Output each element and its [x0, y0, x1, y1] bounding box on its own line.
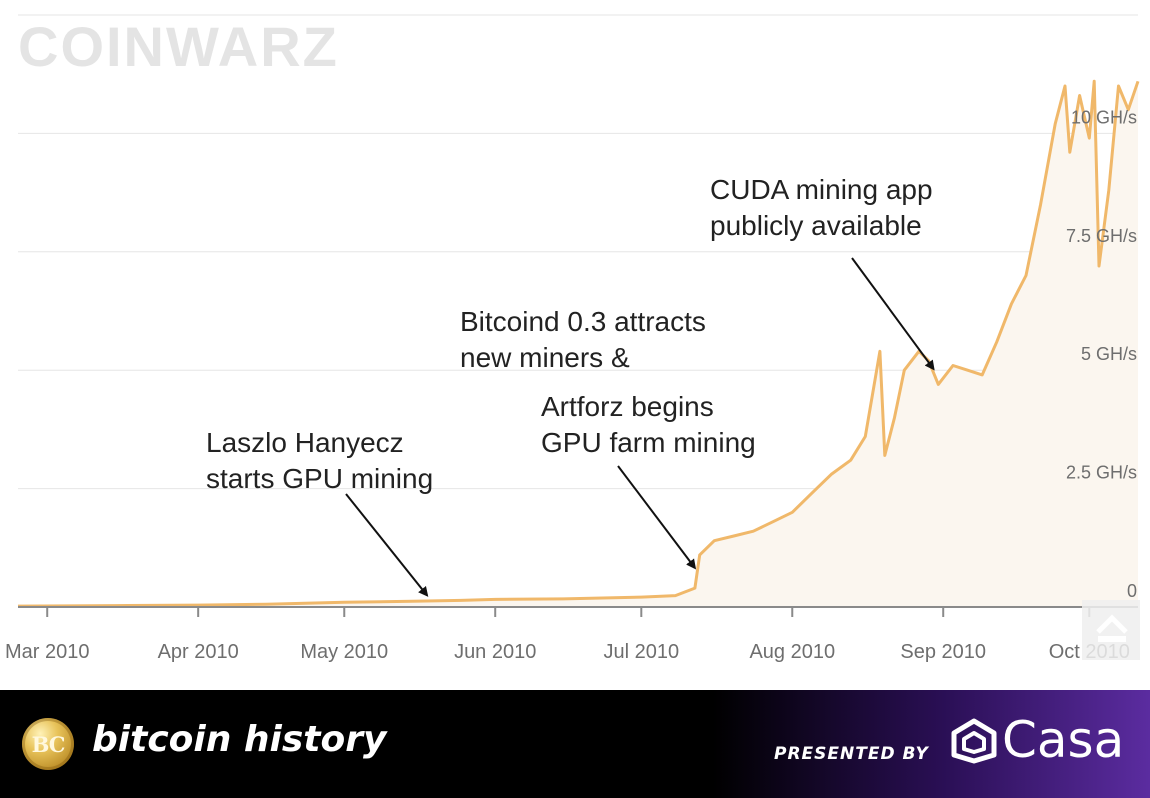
x-tick-label: Jul 2010 [603, 641, 679, 663]
y-tick-label: 10 GH/s [1071, 107, 1137, 127]
casa-logo-icon [951, 718, 997, 764]
chart-svg: COINWARZ 02.5 GH/s5 GH/s7.5 GH/s10 GH/s … [5, 14, 1140, 663]
series-line [17, 79, 1140, 608]
x-axis [18, 606, 1138, 617]
x-tick-label: Mar 2010 [5, 641, 90, 663]
footer-banner: BC bitcoin history PRESENTED BY Casa [0, 690, 1150, 798]
y-axis-labels: 0 2.5 GH/s 5 GH/s 7.5 GH/s 10 GH/s [1066, 107, 1137, 601]
series-line-group [17, 79, 1140, 608]
annotation-text: Artforz begins GPU farm mining [541, 391, 756, 458]
y-tick-label: 7.5 GH/s [1066, 226, 1137, 246]
annotation-text: CUDA mining app publicly available [710, 174, 933, 241]
annotation-text: Laszlo Hanyecz starts GPU mining [206, 427, 433, 494]
coinwarz-watermark: COINWARZ [18, 15, 339, 78]
edge-mark [0, 790, 6, 798]
presented-by-label: PRESENTED BY [774, 744, 929, 764]
x-axis-labels: Mar 2010 Apr 2010 May 2010 Jun 2010 Jul 2010… [5, 641, 1130, 663]
x-tick-label: Aug 2010 [749, 641, 835, 663]
x-tick-label: Apr 2010 [158, 641, 239, 663]
x-tick-label: Sep 2010 [900, 641, 986, 663]
y-tick-label: 0 [1127, 581, 1137, 601]
sponsor-name: Casa [1002, 711, 1125, 769]
brand-name: bitcoin history [92, 719, 387, 760]
series-area [18, 81, 1138, 608]
y-tick-label: 2.5 GH/s [1066, 463, 1137, 483]
x-tick-label: May 2010 [300, 641, 388, 663]
annotation-arrow [851, 257, 935, 371]
annotation-arrow [345, 493, 429, 597]
x-tick-label: Jun 2010 [454, 641, 536, 663]
annotation-text: Bitcoind 0.3 attracts new miners & [460, 306, 706, 373]
annotations: Laszlo Hanyecz starts GPU mining Bitcoind … [206, 174, 935, 597]
chevron-up-icon [1096, 614, 1128, 634]
hashrate-chart: COINWARZ 0 2.5 GH/s 5 GH/s 7.5 GH/s 10 GH/s … [5, 14, 1140, 663]
y-tick-label: 5 GH/s [1081, 344, 1137, 364]
scroll-top-button[interactable] [1082, 600, 1140, 660]
annotation-arrow [617, 465, 697, 570]
bitcoin-history-coin-logo: BC [22, 718, 74, 770]
area-fill [18, 81, 1138, 608]
